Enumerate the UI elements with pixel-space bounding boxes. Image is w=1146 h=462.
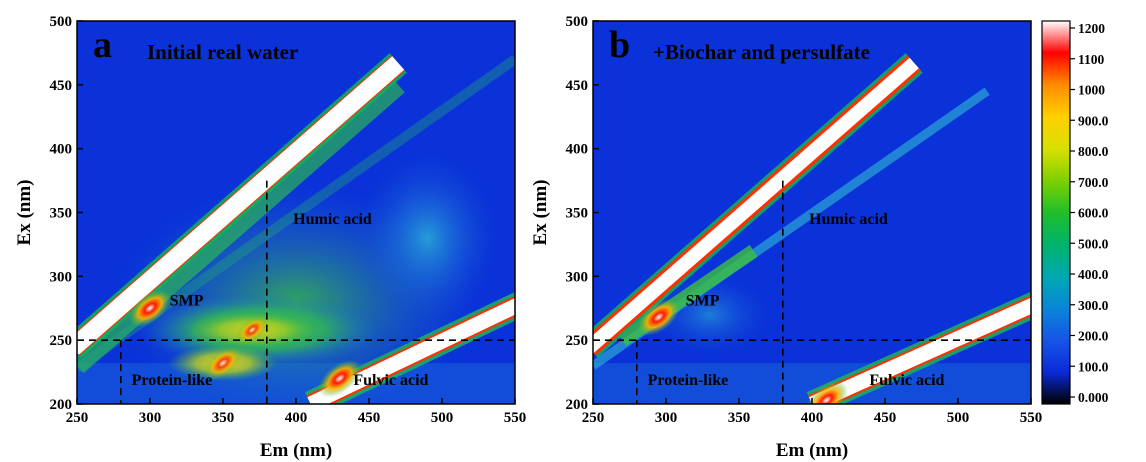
y-axis-title: Ex (nm)	[14, 180, 35, 246]
x-tick-label: 350	[212, 410, 235, 426]
colorbar-label: 500.0	[1078, 236, 1109, 251]
y-tick-label: 450	[50, 78, 73, 94]
y-tick-label: 250	[566, 333, 589, 349]
region-label: SMP	[170, 293, 204, 310]
fluorescence-peak	[318, 359, 362, 398]
panel-b: 250 300 350 400 450 500 5502002503003504004505…	[530, 14, 1043, 461]
y-tick-label: 250	[50, 333, 73, 349]
panel-a: 250 300 350 400 450 500 5502002503003504004505…	[14, 14, 527, 461]
y-tick-label: 350	[566, 206, 589, 222]
colorbar-label: 1000	[1078, 83, 1105, 98]
y-tick-label: 200	[50, 397, 73, 413]
x-tick-label: 450	[358, 410, 381, 426]
colorbar-label: 0.000	[1078, 390, 1109, 405]
x-tick-label: 450	[874, 410, 897, 426]
y-axis-title: Ex (nm)	[530, 180, 551, 246]
rayleigh-band	[593, 57, 919, 354]
colorbar-label: 700.0	[1078, 175, 1109, 190]
y-tick-label: 500	[50, 14, 73, 30]
y-tick-label: 450	[566, 78, 589, 94]
colorbar-label: 1100	[1078, 52, 1105, 67]
y-tick-label: 350	[50, 206, 73, 222]
region-label: Fulvic acid	[869, 372, 944, 389]
y-tick-label: 300	[566, 269, 589, 285]
fluorescence-peak	[805, 381, 849, 404]
second-order-band	[808, 297, 1031, 404]
fluorescence-peak	[236, 315, 269, 345]
x-tick-label: 550	[1020, 410, 1043, 426]
rayleigh-band	[77, 56, 405, 355]
fluorescence-peak	[128, 289, 172, 328]
panel-title: +Biochar and persulfate	[653, 40, 870, 64]
colorbar-gradient	[1041, 20, 1071, 405]
fluorescence-peak	[637, 298, 681, 337]
panel-letter: a	[93, 24, 112, 66]
panel-letter: b	[609, 24, 630, 66]
glow-region	[357, 153, 498, 324]
colorbar-label: 100.0	[1078, 359, 1109, 374]
x-tick-label: 500	[431, 410, 454, 426]
panel-title: Initial real water	[147, 40, 298, 64]
colorbar-label: 400.0	[1078, 267, 1109, 282]
region-label: Protein-like	[648, 372, 729, 389]
colorbar-label: 900.0	[1078, 113, 1109, 128]
x-tick-label: 350	[728, 410, 751, 426]
colorbar-label: 300.0	[1078, 298, 1109, 313]
x-tick-label: 300	[139, 410, 162, 426]
x-tick-label: 250	[582, 410, 605, 426]
y-tick-label: 200	[566, 397, 589, 413]
heatmap-area	[77, 21, 515, 404]
x-tick-label: 400	[801, 410, 824, 426]
fluorescence-peak	[204, 346, 242, 380]
x-tick-label: 250	[66, 410, 89, 426]
x-tick-label: 500	[947, 410, 970, 426]
colorbar-label: 200.0	[1078, 329, 1109, 344]
y-tick-label: 400	[50, 142, 73, 158]
colorbar: 1200 1100 1000 900.0 800.0 700.0 600.0 500.0 400…	[1041, 20, 1109, 405]
colorbar-label: 800.0	[1078, 144, 1109, 159]
y-tick-label: 500	[566, 14, 589, 30]
x-tick-label: 550	[504, 410, 527, 426]
x-tick-label: 400	[285, 410, 308, 426]
region-label: Humic acid	[293, 211, 372, 228]
colorbar-label: 600.0	[1078, 206, 1109, 221]
y-tick-label: 400	[566, 142, 589, 158]
x-tick-label: 300	[655, 410, 678, 426]
region-label: Protein-like	[132, 372, 213, 389]
colorbar-label: 1200	[1078, 21, 1105, 36]
region-label: Humic acid	[809, 211, 888, 228]
x-axis-title: Em (nm)	[776, 440, 848, 461]
region-label: SMP	[686, 293, 720, 310]
y-tick-label: 300	[50, 269, 73, 285]
x-axis-title: Em (nm)	[260, 440, 332, 461]
region-label: Fulvic acid	[353, 372, 428, 389]
